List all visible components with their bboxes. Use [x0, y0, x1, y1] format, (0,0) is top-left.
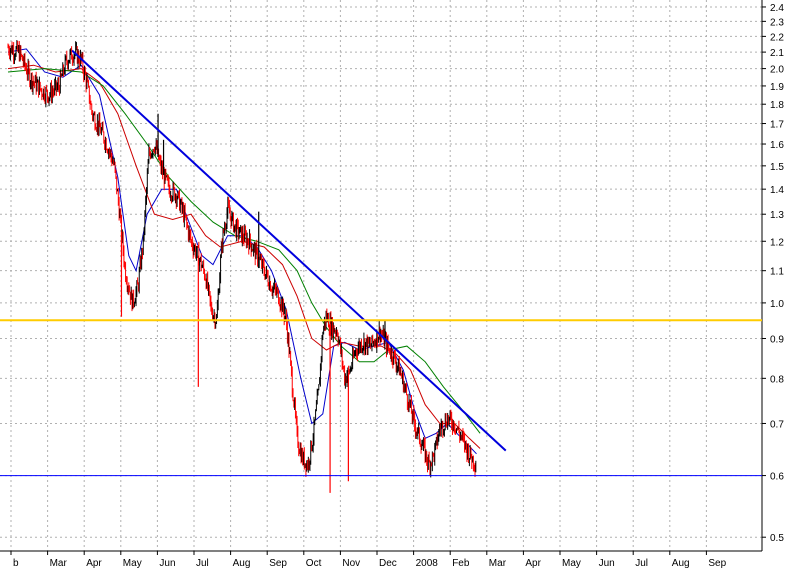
x-tick-label: Jun: [599, 558, 615, 569]
y-tick-label: 2.1: [770, 48, 784, 59]
y-tick-label: 1.4: [770, 185, 784, 196]
x-tick-label: Jun: [159, 558, 175, 569]
x-tick-label: Mar: [50, 558, 68, 569]
y-tick-label: 0.6: [770, 472, 784, 483]
y-tick-label: 0.9: [770, 335, 784, 346]
y-tick-label: 2.0: [770, 65, 784, 76]
x-tick-label: Jul: [635, 558, 648, 569]
y-tick-label: 0.7: [770, 419, 784, 430]
moving-averages: [7, 48, 481, 455]
y-tick-label: 1.1: [770, 267, 784, 278]
price-bars: [7, 40, 477, 493]
x-tick-label: Jul: [196, 558, 209, 569]
overlay-lines: [0, 49, 762, 477]
y-tick-label: 1.3: [770, 210, 784, 221]
x-tick-label: Sep: [708, 558, 726, 569]
x-tick-label: Mar: [489, 558, 507, 569]
tick-labels: b Mar Apr May Jun Jul Aug Sep Oct Nov Dec 2008 Feb Ma…: [13, 3, 784, 569]
y-tick-label: 1.9: [770, 82, 784, 93]
x-tick-label: Nov: [342, 558, 360, 569]
axes: [0, 0, 766, 555]
y-tick-label: 2.4: [770, 3, 784, 14]
x-tick-label: Aug: [672, 558, 690, 569]
y-tick-label: 1.0: [770, 299, 784, 310]
x-tick-label: Aug: [233, 558, 251, 569]
y-tick-label: 2.2: [770, 32, 784, 43]
grid: [0, 0, 762, 551]
x-tick-label: Apr: [525, 558, 541, 569]
x-tick-label: Feb: [452, 558, 470, 569]
moving-average-line: [7, 68, 481, 434]
y-tick-label: 1.8: [770, 100, 784, 111]
y-tick-label: 1.7: [770, 120, 784, 131]
x-tick-label: Oct: [306, 558, 322, 569]
y-tick-label: 1.2: [770, 237, 784, 248]
x-tick-label: Sep: [269, 558, 287, 569]
x-tick-label: b: [13, 558, 19, 569]
x-tick-label: Dec: [379, 558, 397, 569]
y-tick-label: 1.5: [770, 162, 784, 173]
y-tick-label: 1.6: [770, 140, 784, 151]
y-tick-label: 0.5: [770, 533, 784, 544]
x-tick-label: 2008: [416, 558, 439, 569]
x-tick-label: May: [123, 558, 142, 569]
x-tick-label: Apr: [86, 558, 102, 569]
trend-line: [71, 49, 507, 452]
x-tick-label: May: [562, 558, 581, 569]
moving-average-line: [7, 64, 481, 449]
y-tick-label: 0.8: [770, 374, 784, 385]
y-tick-label: 2.3: [770, 17, 784, 28]
